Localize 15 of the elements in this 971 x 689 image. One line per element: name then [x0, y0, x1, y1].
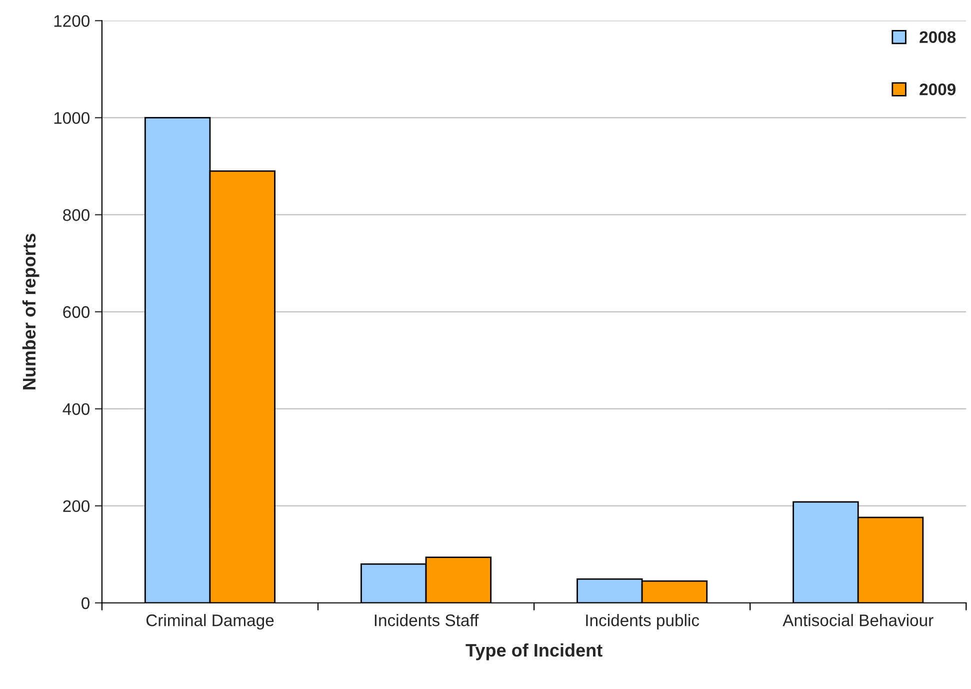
y-tick-label: 0	[82, 597, 90, 610]
y-axis-title: Number of reports	[22, 234, 40, 390]
y-tick-label: 1000	[54, 112, 90, 124]
x-tick-label: Antisocial Behaviour	[782, 614, 934, 626]
x-tick-label: Criminal Damage	[146, 614, 274, 630]
legend-label: 2009	[920, 83, 956, 96]
y-tick-label: 200	[63, 500, 90, 512]
legend-label: 2008	[920, 31, 956, 43]
y-tick-label: 1200	[54, 15, 90, 27]
x-tick-label: Incidents public	[586, 614, 700, 630]
x-tick-label: Incidents Staff	[374, 614, 479, 626]
x-axis-title: Type of Incident	[466, 643, 602, 660]
y-tick-label: 800	[63, 209, 90, 221]
y-tick-label: 400	[62, 403, 90, 416]
y-tick-label: 600	[63, 306, 90, 318]
